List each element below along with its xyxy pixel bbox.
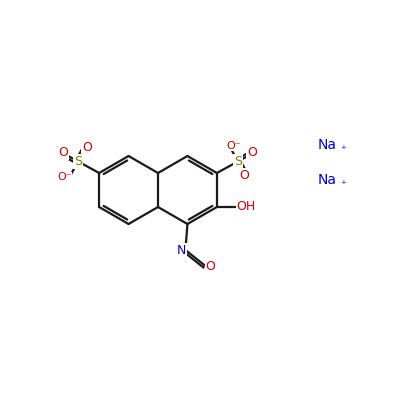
Text: Na: Na xyxy=(318,173,337,187)
Text: O: O xyxy=(247,146,257,159)
Text: Na: Na xyxy=(318,138,337,152)
Text: S: S xyxy=(74,155,82,168)
Text: N: N xyxy=(177,244,186,256)
Text: ⁺: ⁺ xyxy=(340,145,346,155)
Text: O: O xyxy=(240,169,250,182)
Text: OH: OH xyxy=(236,200,256,214)
Text: O⁻: O⁻ xyxy=(226,141,240,151)
Text: O: O xyxy=(58,146,68,159)
Text: O⁻: O⁻ xyxy=(57,172,72,182)
Text: O: O xyxy=(206,260,215,272)
Text: O: O xyxy=(82,141,92,154)
Text: ⁺: ⁺ xyxy=(340,180,346,190)
Text: S: S xyxy=(234,155,242,168)
